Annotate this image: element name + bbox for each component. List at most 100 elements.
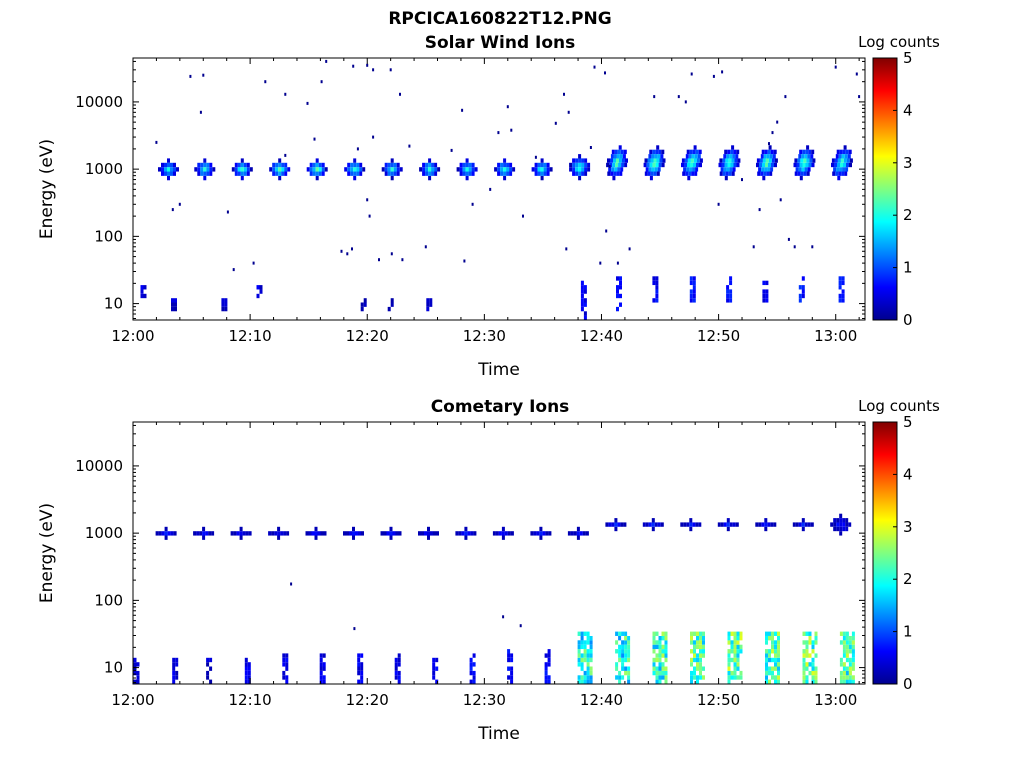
heatmap-cell — [425, 167, 429, 172]
heatmap-cell — [836, 522, 840, 527]
colorbar-tick-label: 4 — [903, 101, 913, 119]
heatmap-cell — [170, 171, 173, 176]
heatmap-cell — [468, 162, 472, 168]
heatmap-cell — [730, 644, 734, 650]
heatmap-cell — [618, 644, 622, 650]
heatmap-cell — [580, 644, 584, 650]
heatmap-cell — [583, 653, 587, 658]
heatmap-cell — [432, 675, 436, 680]
colorbar-ticks: 0 1 2 3 4 5 — [893, 413, 913, 693]
heatmap-cell — [170, 167, 173, 172]
heatmap-cell — [698, 522, 702, 527]
heatmap-cell — [583, 649, 587, 654]
heatmap-cell — [248, 531, 252, 536]
count-dot — [461, 108, 464, 112]
heatmap-cells — [140, 59, 861, 320]
heatmap-cell — [161, 531, 165, 536]
heatmap-cell — [767, 167, 771, 172]
heatmap-cell — [396, 167, 400, 172]
heatmap-cell — [171, 302, 174, 307]
heatmap-cell — [578, 175, 582, 181]
heatmap-cell — [506, 171, 510, 176]
heatmap-cell — [164, 162, 167, 168]
heatmap-cell — [616, 171, 620, 176]
heatmap-cell — [285, 675, 289, 680]
heatmap-cell — [765, 289, 769, 294]
heatmap-cell — [655, 675, 659, 680]
heatmap-cell — [399, 167, 403, 172]
heatmap-cell — [344, 167, 348, 172]
heatmap-cell — [736, 640, 740, 645]
heatmap-cell — [578, 167, 582, 172]
heatmap-cell — [770, 149, 774, 155]
heatmap-cell — [243, 171, 247, 176]
heatmap-cell — [268, 531, 272, 536]
x-tick-label: 12:50 — [697, 327, 740, 345]
colorbar-tick-label: 2 — [903, 570, 913, 588]
heatmap-cell — [765, 653, 768, 658]
heatmap-cell — [587, 162, 591, 168]
heatmap-cell — [839, 513, 843, 519]
count-dot — [497, 131, 500, 135]
heatmap-cell — [133, 662, 137, 667]
count-dot — [752, 245, 755, 249]
heatmap-cell — [811, 657, 815, 663]
heatmap-cell — [500, 171, 504, 176]
heatmap-cell — [309, 171, 313, 176]
heatmap-cell — [271, 531, 275, 536]
heatmap-cell — [352, 535, 355, 540]
heatmap-cell — [687, 175, 691, 181]
heatmap-cell — [435, 666, 439, 671]
heatmap-cell — [618, 162, 622, 168]
heatmap-cell — [426, 302, 430, 307]
count-dot — [351, 247, 353, 251]
heatmap-cell — [683, 522, 687, 527]
heatmap-cell — [275, 162, 279, 168]
heatmap-cell — [808, 670, 812, 676]
heatmap-cell — [699, 158, 703, 163]
heatmap-cell — [655, 653, 659, 658]
heatmap-cell — [739, 636, 743, 641]
heatmap-cell — [501, 526, 505, 532]
heatmap-cell — [726, 289, 730, 294]
heatmap-cell — [658, 679, 662, 684]
x-tick-label: 13:00 — [814, 327, 857, 345]
heatmap-cell — [173, 531, 177, 536]
heatmap-cell — [133, 670, 137, 676]
heatmap-cell — [455, 531, 459, 536]
heatmap-cell — [387, 167, 391, 172]
heatmap-cell — [756, 162, 759, 168]
heatmap-cell — [804, 522, 808, 527]
count-dot — [563, 92, 565, 96]
heatmap-cell — [774, 653, 777, 658]
heatmap-cell — [319, 679, 323, 684]
heatmap-cell — [497, 167, 501, 172]
heatmap-cell — [836, 526, 840, 532]
heatmap-cell — [387, 162, 391, 168]
heatmap-cell — [469, 666, 473, 671]
heatmap-cell — [580, 293, 584, 299]
heatmap-cell — [586, 662, 590, 667]
count-dot — [284, 153, 287, 157]
heatmap-cell — [318, 162, 322, 168]
count-dot — [306, 101, 309, 105]
heatmap-cell — [736, 666, 740, 671]
heatmap-cell — [172, 666, 176, 671]
heatmap-cell — [208, 531, 212, 536]
heatmap-cell — [794, 171, 798, 176]
heatmap-cell — [164, 535, 168, 540]
heatmap-cell — [839, 518, 843, 523]
heatmap-cell — [462, 162, 466, 168]
heatmap-cell — [765, 636, 768, 641]
heatmap-cell — [845, 675, 849, 680]
heatmap-cell — [694, 171, 698, 176]
heatmap-cell — [736, 162, 740, 168]
heatmap-cell — [699, 675, 702, 680]
heatmap-cell — [607, 158, 610, 163]
heatmap-cell — [203, 175, 207, 181]
heatmap-cell — [730, 162, 734, 168]
heatmap-cell — [575, 171, 579, 176]
heatmap-cell — [576, 535, 580, 540]
heatmap-cell — [652, 640, 656, 645]
heatmap-cell — [689, 293, 693, 299]
